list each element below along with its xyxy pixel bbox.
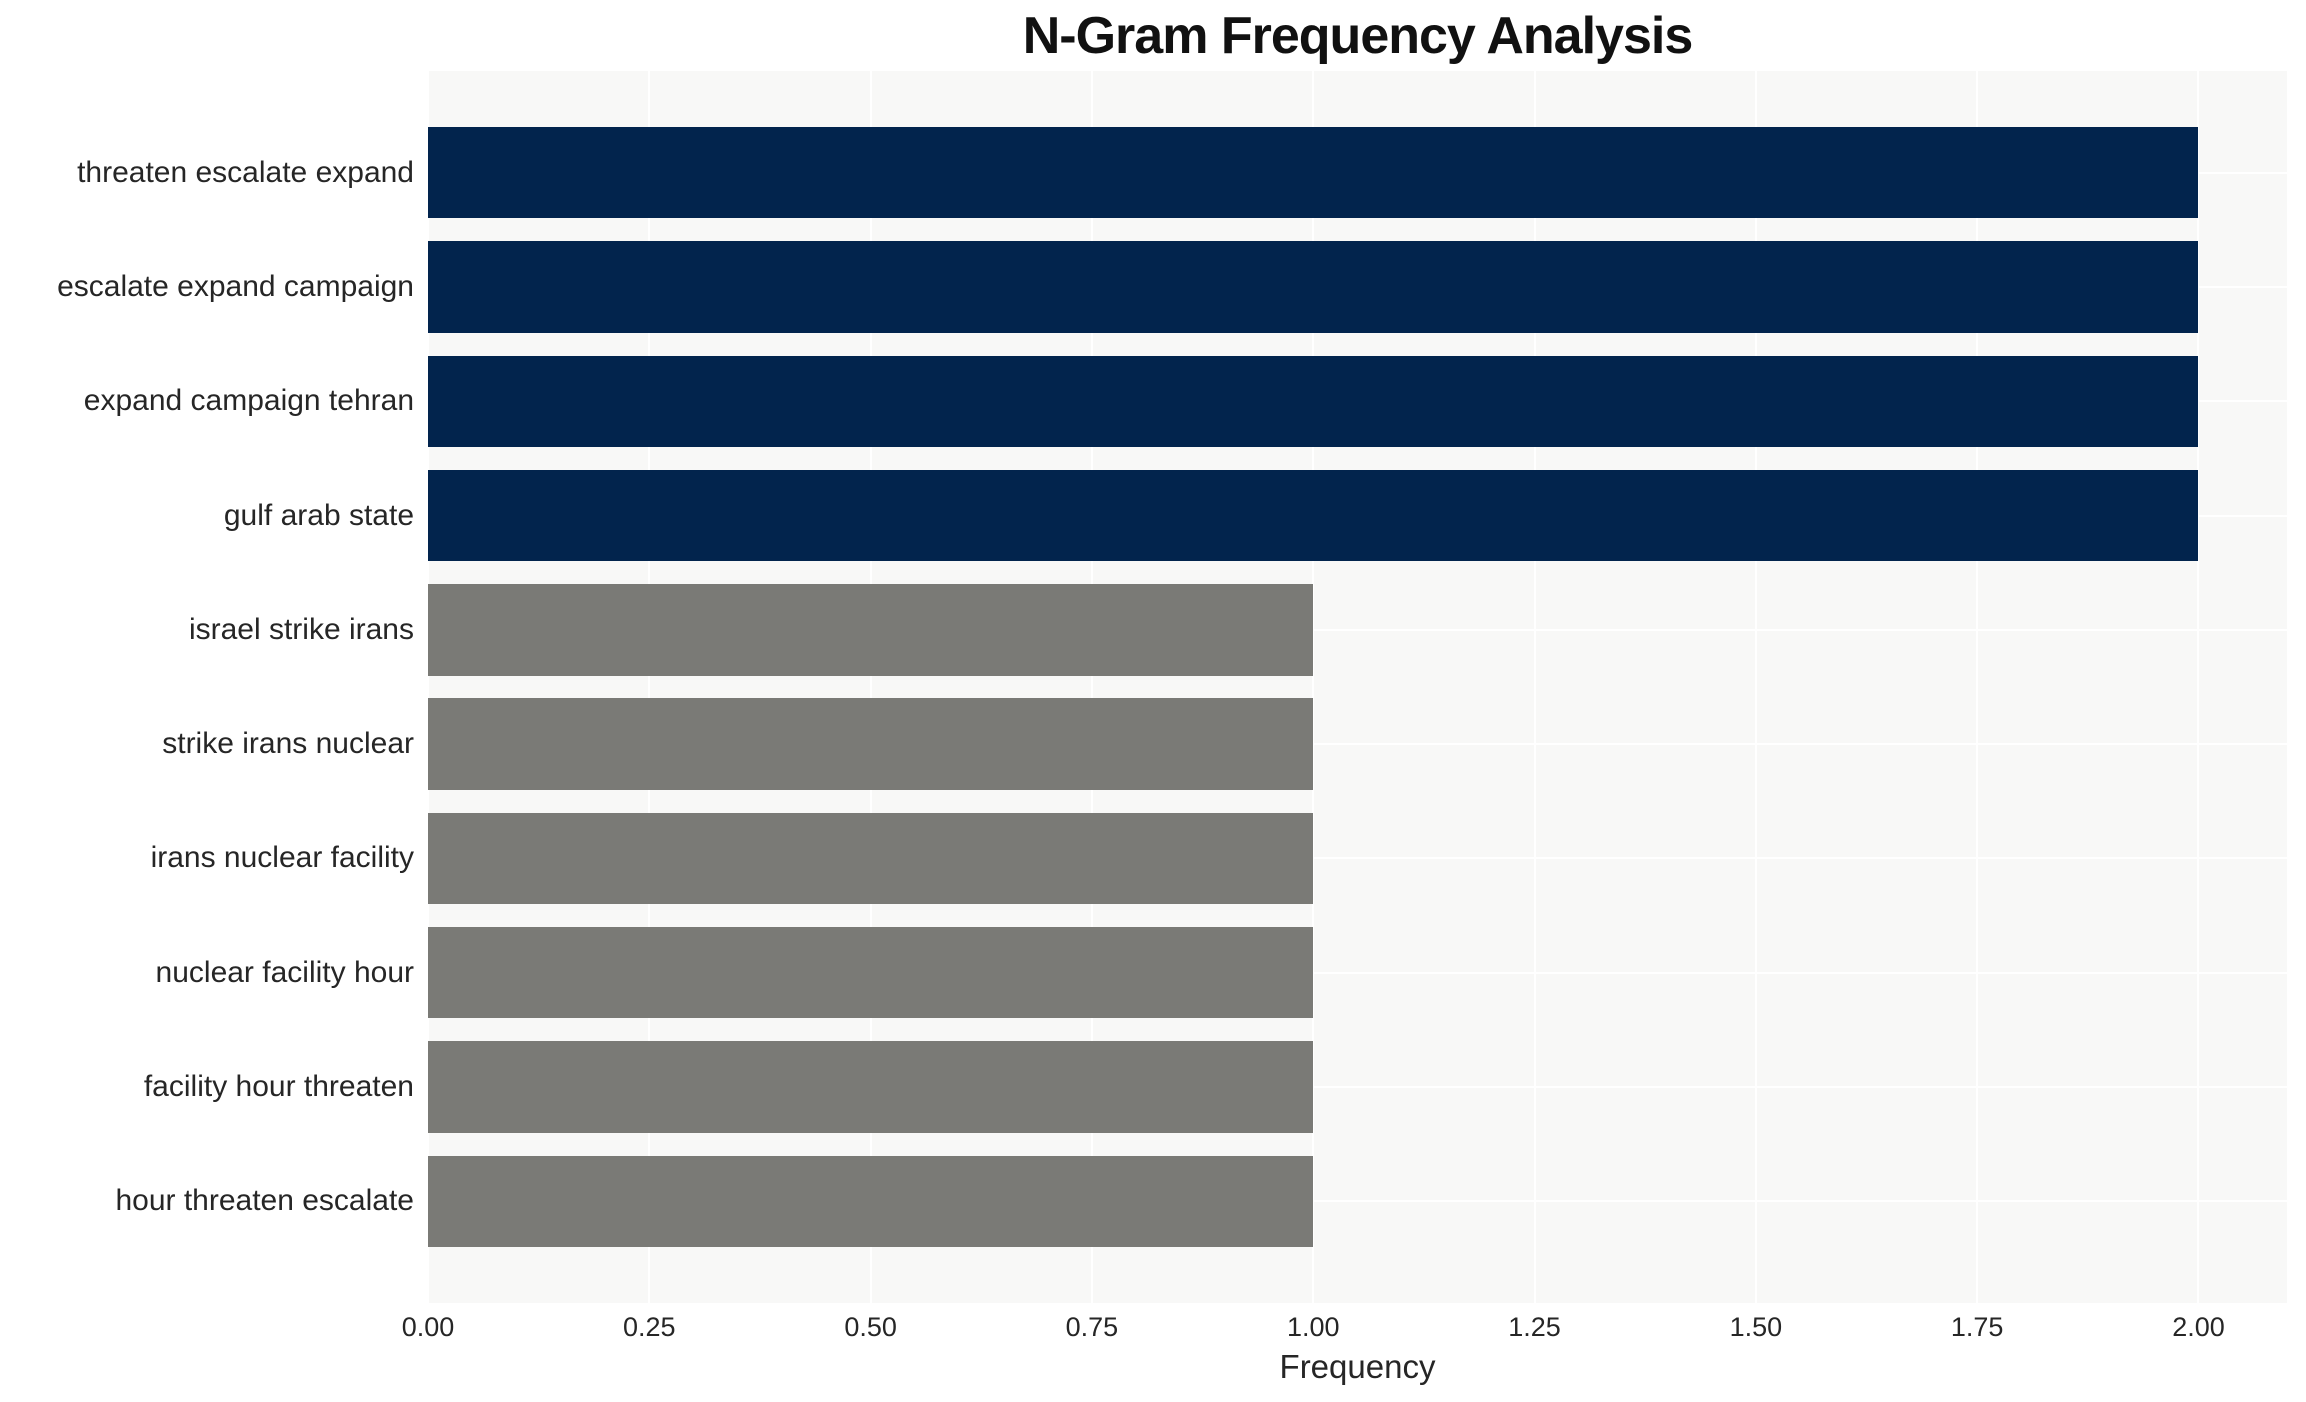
bar: [428, 469, 2199, 562]
chart-title: N-Gram Frequency Analysis: [1022, 7, 1694, 65]
bar: [428, 812, 1314, 905]
x-axis-tick-label: 1.00: [1286, 1312, 1340, 1342]
grid-line-vertical: [1312, 71, 1315, 1303]
bar: [428, 127, 2199, 219]
grid-line-vertical: [428, 71, 429, 1303]
x-axis-tick-label: 0.00: [401, 1312, 455, 1342]
bar: [428, 1041, 1314, 1133]
bar: [428, 584, 1314, 676]
x-axis-tick-label: 1.50: [1729, 1312, 1783, 1342]
y-axis-label: irans nuclear facility: [150, 841, 414, 875]
grid-line-horizontal: [428, 628, 2287, 631]
y-axis-label: hour threaten escalate: [115, 1184, 414, 1218]
grid-line-vertical: [648, 71, 651, 1303]
y-axis-label: facility hour threaten: [143, 1070, 414, 1103]
x-axis-ticks: 0.00 0.25 0.50 0.75 1.00 1.25 1.50 1.75 2.00: [0, 1312, 2306, 1346]
grid-line-vertical: [2197, 71, 2200, 1303]
x-axis-tick-label: 1.75: [1950, 1312, 2004, 1342]
grid-line-vertical: [1533, 71, 1536, 1303]
grid-line-horizontal: [428, 857, 2287, 860]
grid-line-horizontal: [428, 1086, 2287, 1088]
grid-line-vertical: [1090, 71, 1093, 1303]
bar: [428, 355, 2199, 447]
x-axis-tick-label: 0.75: [1065, 1312, 1119, 1342]
y-axis-labels: threaten escalate expand escalate expand …: [0, 71, 414, 1303]
bar: [428, 241, 2199, 333]
plot-area: [428, 71, 2287, 1303]
y-axis-label: gulf arab state: [223, 498, 414, 532]
grid-line-horizontal: [428, 971, 2287, 974]
y-axis-label: strike irans nuclear: [162, 727, 414, 761]
grid-line-vertical: [1976, 71, 1979, 1303]
x-axis-tick-label: 0.50: [844, 1312, 897, 1342]
grid-line-vertical: [1754, 71, 1757, 1303]
grid-line-vertical: [869, 71, 872, 1303]
bar: [428, 927, 1314, 1019]
y-axis-label: threaten escalate expand: [77, 155, 414, 189]
x-axis-tick-label: 1.25: [1508, 1312, 1561, 1342]
y-axis-label: nuclear facility hour: [155, 955, 414, 989]
bar: [428, 698, 1314, 790]
x-axis-title: Frequency: [1279, 1348, 1436, 1385]
y-axis-label: expand campaign tehran: [83, 384, 414, 418]
grid-line-horizontal: [428, 743, 2287, 746]
x-axis-tick-label: 0.25: [623, 1312, 676, 1342]
y-axis-label: israel strike irans: [188, 612, 414, 646]
y-axis-label: escalate expand campaign: [57, 270, 414, 303]
grid-line-horizontal: [428, 1200, 2287, 1203]
x-axis-tick-label: 2.00: [2172, 1312, 2225, 1342]
bar: [428, 1155, 1314, 1247]
